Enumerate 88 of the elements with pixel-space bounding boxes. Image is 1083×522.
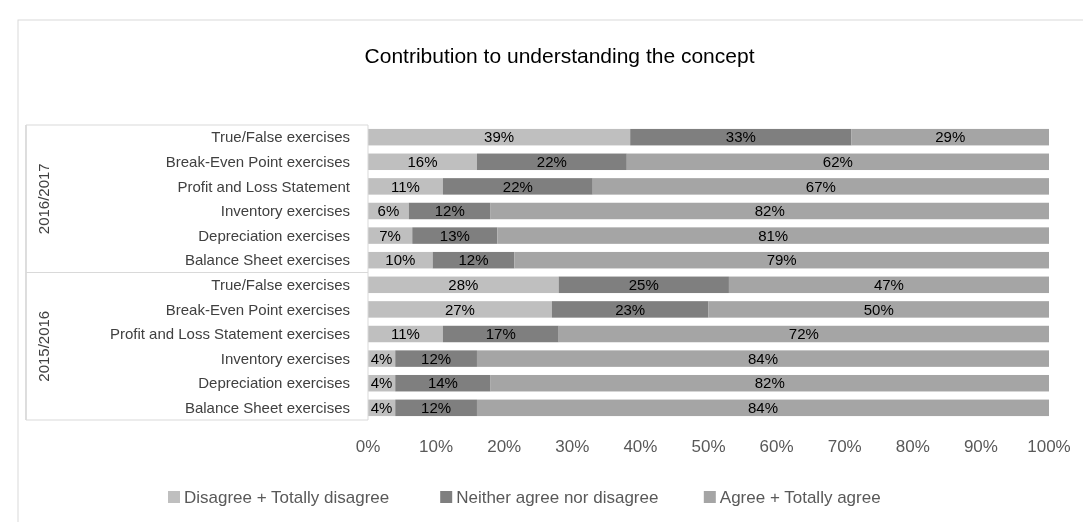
bar: [368, 128, 631, 146]
y-tick-label: Inventory exercises: [220, 349, 350, 367]
data-label: 28%: [448, 276, 479, 294]
y-tick-label: Break-Even Point exercises: [165, 300, 350, 318]
data-label: 12%: [458, 251, 489, 269]
data-label: 13%: [439, 226, 470, 244]
data-label: 67%: [805, 177, 836, 195]
data-label: 6%: [377, 202, 400, 220]
y-tick-label: Balance Sheet exercises: [184, 251, 350, 269]
data-label: 50%: [863, 300, 894, 318]
y-tick-label: True/False exercises: [211, 128, 350, 146]
bar: [626, 153, 1049, 171]
data-label: 4%: [370, 349, 393, 367]
legend-label: Disagree + Totally disagree: [184, 487, 390, 507]
bar: [442, 178, 593, 195]
data-label: 4%: [370, 399, 393, 417]
data-label: 14%: [427, 374, 458, 392]
data-label: 4%: [370, 374, 393, 392]
data-label: 84%: [747, 399, 778, 417]
x-tick-label: 50%: [691, 436, 726, 456]
data-label: 22%: [502, 177, 533, 195]
y-tick-label: Profit and Loss Statement: [177, 177, 351, 195]
chart-title: Contribution to understanding the concept: [364, 44, 755, 67]
bar: [514, 251, 1049, 269]
bar: [368, 276, 559, 294]
data-label: 47%: [873, 276, 904, 294]
data-label: 16%: [407, 153, 438, 171]
x-tick-label: 0%: [355, 436, 381, 456]
data-label: 7%: [379, 226, 401, 244]
y-tick-label: Balance Sheet exercises: [184, 399, 350, 417]
y-tick-label: Profit and Loss Statement exercises: [109, 325, 350, 343]
legend-label: Agree + Totally agree: [719, 487, 881, 507]
data-label: 12%: [421, 349, 452, 367]
x-tick-label: 20%: [487, 436, 522, 456]
data-label: 84%: [747, 349, 778, 367]
bar: [558, 325, 1049, 343]
bar: [476, 399, 1049, 417]
data-label: 62%: [822, 153, 853, 171]
bar: [592, 178, 1049, 195]
data-label: 33%: [725, 128, 756, 146]
x-tick-label: 100%: [1027, 436, 1071, 456]
y-tick-label: Inventory exercises: [220, 202, 350, 220]
data-label: 39%: [484, 128, 515, 146]
bar: [851, 128, 1049, 146]
data-label: 82%: [754, 202, 785, 220]
data-label: 22%: [536, 153, 567, 171]
data-label: 72%: [788, 325, 819, 343]
bar: [395, 350, 477, 367]
data-label: 29%: [935, 128, 966, 146]
x-tick-label: 40%: [623, 436, 658, 456]
bar: [368, 301, 552, 318]
y-tick-label: Break-Even Point exercises: [165, 153, 350, 171]
bar: [476, 350, 1049, 367]
bar: [412, 227, 498, 244]
y-tick-label: Depreciation exercises: [198, 374, 350, 392]
data-label: 17%: [485, 325, 516, 343]
x-tick-label: 90%: [963, 436, 998, 456]
data-label: 11%: [390, 325, 420, 343]
x-tick-label: 60%: [759, 436, 794, 456]
bar: [728, 276, 1049, 294]
text: 2015/2016: [35, 310, 53, 382]
y-tick-label: True/False exercises: [211, 276, 350, 294]
data-label: 11%: [390, 177, 420, 195]
data-label: 12%: [421, 399, 452, 417]
bar: [490, 374, 1049, 392]
data-label: 23%: [615, 300, 646, 318]
data-label: 27%: [444, 300, 475, 318]
bar: [490, 202, 1049, 220]
x-tick-label: 30%: [555, 436, 590, 456]
bar: [497, 227, 1049, 244]
bar: [630, 128, 852, 146]
bar: [708, 301, 1049, 318]
data-label: 25%: [628, 276, 659, 294]
data-label: 82%: [754, 374, 785, 392]
legend-label: Neither agree nor disagree: [456, 487, 659, 507]
bar: [442, 325, 559, 343]
bar: [551, 301, 709, 318]
data-label: 79%: [766, 251, 797, 269]
bar: [558, 276, 729, 294]
x-tick-label: 70%: [827, 436, 862, 456]
x-tick-label: 10%: [419, 436, 454, 456]
text: 2016/2017: [35, 163, 53, 235]
y-tick-label: Depreciation exercises: [198, 226, 350, 244]
data-label: 12%: [434, 202, 465, 220]
bar: [476, 153, 627, 171]
data-label: 10%: [385, 251, 416, 269]
x-tick-label: 80%: [895, 436, 930, 456]
data-label: 81%: [758, 226, 789, 244]
